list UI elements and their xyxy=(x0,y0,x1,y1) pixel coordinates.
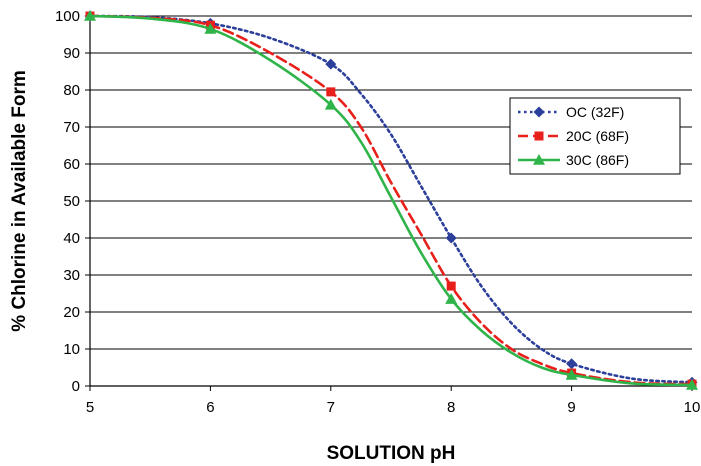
gridlines xyxy=(85,15,693,391)
y-tick-label: 30 xyxy=(63,267,80,284)
data-point xyxy=(325,58,337,70)
legend-marker xyxy=(534,131,544,141)
data-point xyxy=(686,378,698,390)
y-tick-label: 80 xyxy=(63,82,80,99)
data-point xyxy=(566,358,578,370)
x-tick-label: 10 xyxy=(684,399,701,416)
legend-marker xyxy=(533,106,545,118)
legend-label: OC (32F) xyxy=(566,104,624,120)
series-line xyxy=(88,14,694,384)
y-tick-label: 90 xyxy=(63,45,80,62)
data-point xyxy=(326,87,336,97)
y-tick-label: 10 xyxy=(63,341,80,358)
y-tick-label: 70 xyxy=(63,119,80,136)
y-axis-title: % Chlorine in Available Form xyxy=(9,70,30,331)
data-point xyxy=(446,281,456,291)
data-point xyxy=(324,98,337,110)
y-tick-label: 60 xyxy=(63,156,80,173)
series-3 xyxy=(84,10,698,390)
x-axis-title: SOLUTION pH xyxy=(327,443,456,464)
y-tick-label: 0 xyxy=(72,378,80,395)
x-tick-label: 5 xyxy=(86,399,94,416)
y-tick-label: 50 xyxy=(63,193,80,210)
series-line xyxy=(88,14,694,386)
x-tick-label: 6 xyxy=(206,399,214,416)
legend-marker xyxy=(533,154,545,165)
x-tick-label: 8 xyxy=(447,399,455,416)
x-tick-label: 7 xyxy=(327,399,335,416)
series xyxy=(84,10,698,390)
series-line xyxy=(88,14,694,387)
y-tick-label: 100 xyxy=(55,8,80,25)
series-2 xyxy=(85,11,697,389)
legend-label: 30C (86F) xyxy=(566,152,629,168)
data-point xyxy=(84,10,96,21)
data-point xyxy=(204,22,217,34)
axes xyxy=(89,16,692,387)
tick-labels: 0 10 20 30 40 50 60 70 80 90 100 5 6 7 8 9 10 xyxy=(55,8,700,416)
data-point xyxy=(445,232,457,244)
data-point xyxy=(445,293,458,304)
y-tick-label: 40 xyxy=(63,230,80,247)
data-point xyxy=(565,368,578,380)
y-tick-label: 20 xyxy=(63,304,80,321)
x-tick-label: 9 xyxy=(567,399,575,416)
legend: OC (32F) 20C (68F) 30C (86F) xyxy=(509,97,681,175)
legend-label: 20C (68F) xyxy=(566,128,629,144)
